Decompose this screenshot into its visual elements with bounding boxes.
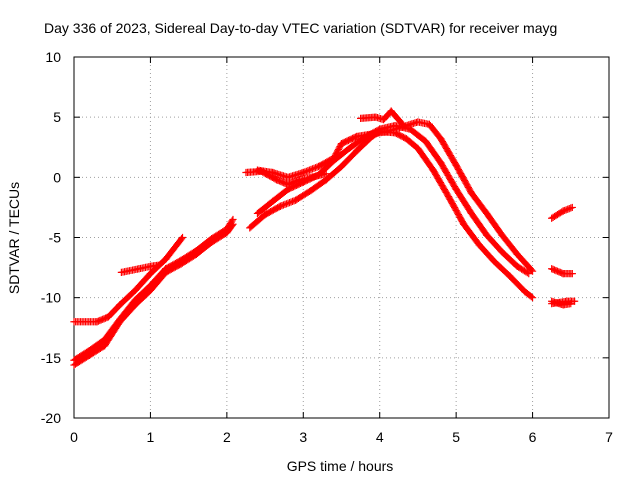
series-track-i: [357, 107, 407, 128]
data-point: [347, 135, 355, 143]
data-point: [344, 136, 353, 144]
data-point: [346, 136, 354, 144]
x-tick-labels: 0 1 2 3 4 5 6 7: [70, 429, 613, 445]
x-tick-label: 1: [147, 429, 155, 445]
data-point: [322, 170, 330, 178]
series-track-d: [117, 261, 162, 276]
y-tick-labels: -20 -15 -10 -5 0 5 10: [41, 49, 61, 426]
series-track-m: [548, 297, 575, 309]
y-tick-label: 5: [53, 109, 61, 125]
y-tick-label: -5: [49, 230, 62, 246]
x-tick-label: 6: [529, 429, 537, 445]
data-point: [525, 270, 533, 278]
data-point: [154, 261, 162, 269]
series-track-j: [548, 203, 576, 222]
data-point: [177, 235, 186, 243]
y-tick-label: 0: [53, 169, 61, 185]
data-point: [568, 203, 576, 212]
y-tick-label: -20: [41, 410, 61, 426]
x-tick-label: 3: [299, 429, 307, 445]
y-tick-label: 10: [45, 49, 61, 65]
x-tick-label: 0: [70, 429, 78, 445]
data-point: [229, 220, 237, 228]
axis-ticks: [73, 56, 610, 419]
series-track-g: [253, 118, 537, 275]
data-point: [340, 138, 348, 146]
x-tick-label: 7: [605, 429, 613, 445]
data-point: [343, 137, 351, 145]
data-point: [337, 140, 346, 148]
data-point: [342, 138, 350, 146]
data-point: [567, 300, 575, 308]
data-point: [528, 267, 537, 275]
data-point: [271, 175, 279, 183]
data-point: [528, 294, 537, 302]
x-tick-label: 2: [223, 429, 231, 445]
series-track-c: [70, 220, 237, 369]
x-axis-label: GPS time / hours: [287, 458, 394, 474]
data-point: [275, 203, 283, 211]
data-point: [228, 221, 236, 230]
x-tick-label: 4: [376, 429, 384, 445]
series-track-e: [246, 128, 537, 302]
x-tick-label: 5: [452, 429, 460, 445]
data-point: [339, 139, 347, 147]
chart-title: Day 336 of 2023, Sidereal Day-to-day VTE…: [44, 20, 557, 36]
series-group: [70, 107, 579, 369]
series-track-k: [548, 265, 576, 278]
series-track-h: [242, 167, 330, 189]
data-point: [568, 270, 576, 278]
data-point: [571, 297, 579, 305]
data-point: [527, 266, 536, 274]
data-point: [527, 293, 535, 301]
data-point: [398, 119, 406, 127]
data-point: [349, 134, 357, 142]
data-point: [350, 134, 358, 142]
data-point: [399, 120, 407, 128]
data-point: [178, 233, 187, 242]
y-axis-label: SDTVAR / TECUs: [6, 182, 22, 294]
y-tick-label: -10: [41, 290, 61, 306]
y-tick-label: -15: [41, 350, 61, 366]
data-point: [351, 133, 359, 141]
grid-lines: [74, 57, 609, 418]
